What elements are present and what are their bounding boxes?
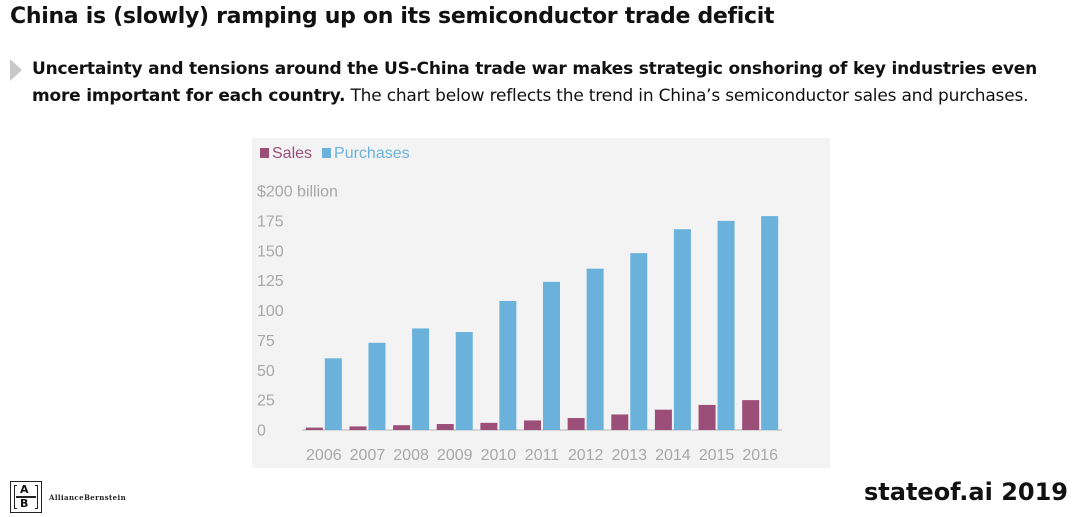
bullet-bold-text: Uncertainty and tensions around the US-C… — [32, 59, 1037, 106]
y-tick-label: 150 — [257, 243, 284, 260]
legend-swatch-sales — [260, 148, 269, 158]
bar-purchases-2007 — [368, 342, 386, 430]
y-tick-label: 100 — [257, 303, 284, 320]
bar-sales-2014 — [654, 409, 672, 430]
x-tick-label: 2008 — [393, 447, 429, 464]
y-tick-label: 175 — [257, 213, 284, 230]
bar-purchases-2015 — [717, 220, 735, 430]
logo-name: AllianceBernstein — [49, 492, 127, 502]
x-tick-label: 2012 — [568, 447, 604, 464]
bar-sales-2007 — [349, 426, 367, 430]
y-tick-label: 50 — [257, 363, 275, 380]
legend-swatch-purchases — [322, 148, 332, 158]
bullet-arrow-icon — [10, 59, 22, 81]
legend-label-purchases: Purchases — [334, 145, 410, 162]
bar-sales-2006 — [305, 427, 323, 430]
bar-sales-2011 — [524, 420, 541, 430]
logo-letter-a: A — [20, 483, 29, 496]
slide-title: China is (slowly) ramping up on its semi… — [10, 4, 775, 29]
bar-purchases-2008 — [412, 328, 430, 430]
y-tick-label: 0 — [257, 423, 266, 440]
bullet-text: Uncertainty and tensions around the US-C… — [32, 56, 1070, 110]
bar-purchases-2010 — [499, 300, 517, 430]
ab-logo-icon: A B — [10, 481, 42, 513]
y-tick-label: $200 billion — [257, 184, 338, 201]
y-tick-label: 125 — [257, 273, 284, 290]
x-tick-label: 2010 — [481, 447, 517, 464]
chart-panel: Sales Purchases 0 25 50 75 100 125 150 175 $200 bi… — [252, 138, 830, 468]
bar-purchases-2012 — [586, 268, 604, 430]
x-tick-label: 2014 — [655, 447, 691, 464]
legend-label-sales: Sales — [272, 145, 312, 162]
x-tick-label: 2007 — [350, 447, 386, 464]
footer-brand: stateof.ai 2019 — [863, 478, 1068, 506]
x-tick-label: 2013 — [611, 447, 647, 464]
x-tick-label: 2009 — [437, 447, 473, 464]
x-tick-label: 2011 — [525, 447, 560, 464]
bar-purchases-2013 — [630, 253, 648, 430]
bar-purchases-2006 — [324, 358, 342, 430]
bar-sales-2010 — [480, 422, 498, 430]
bullet-point: Uncertainty and tensions around the US-C… — [10, 56, 1070, 110]
bar-sales-2015 — [698, 404, 716, 430]
x-tick-label: 2015 — [699, 447, 735, 464]
bar-sales-2012 — [567, 418, 585, 430]
bar-chart: Sales Purchases 0 25 50 75 100 125 150 175 $200 bi… — [257, 145, 782, 464]
alliancebernstein-logo: A B AllianceBernstein — [10, 481, 126, 513]
bar-sales-2009 — [436, 424, 454, 430]
bar-sales-2016 — [742, 400, 760, 430]
y-tick-label: 25 — [257, 393, 275, 410]
bullet-regular-text: The chart below reflects the trend in Ch… — [345, 86, 1029, 106]
x-tick-label: 2006 — [306, 447, 342, 464]
bar-sales-2013 — [611, 414, 629, 430]
x-tick-label: 2016 — [742, 447, 778, 464]
bar-purchases-2014 — [673, 229, 691, 430]
logo-letter-b: B — [20, 497, 29, 510]
bar-sales-2008 — [393, 425, 411, 430]
y-tick-label: 75 — [257, 333, 275, 350]
bar-purchases-2016 — [761, 216, 779, 430]
bar-purchases-2009 — [455, 332, 473, 430]
bar-purchases-2011 — [543, 281, 560, 430]
